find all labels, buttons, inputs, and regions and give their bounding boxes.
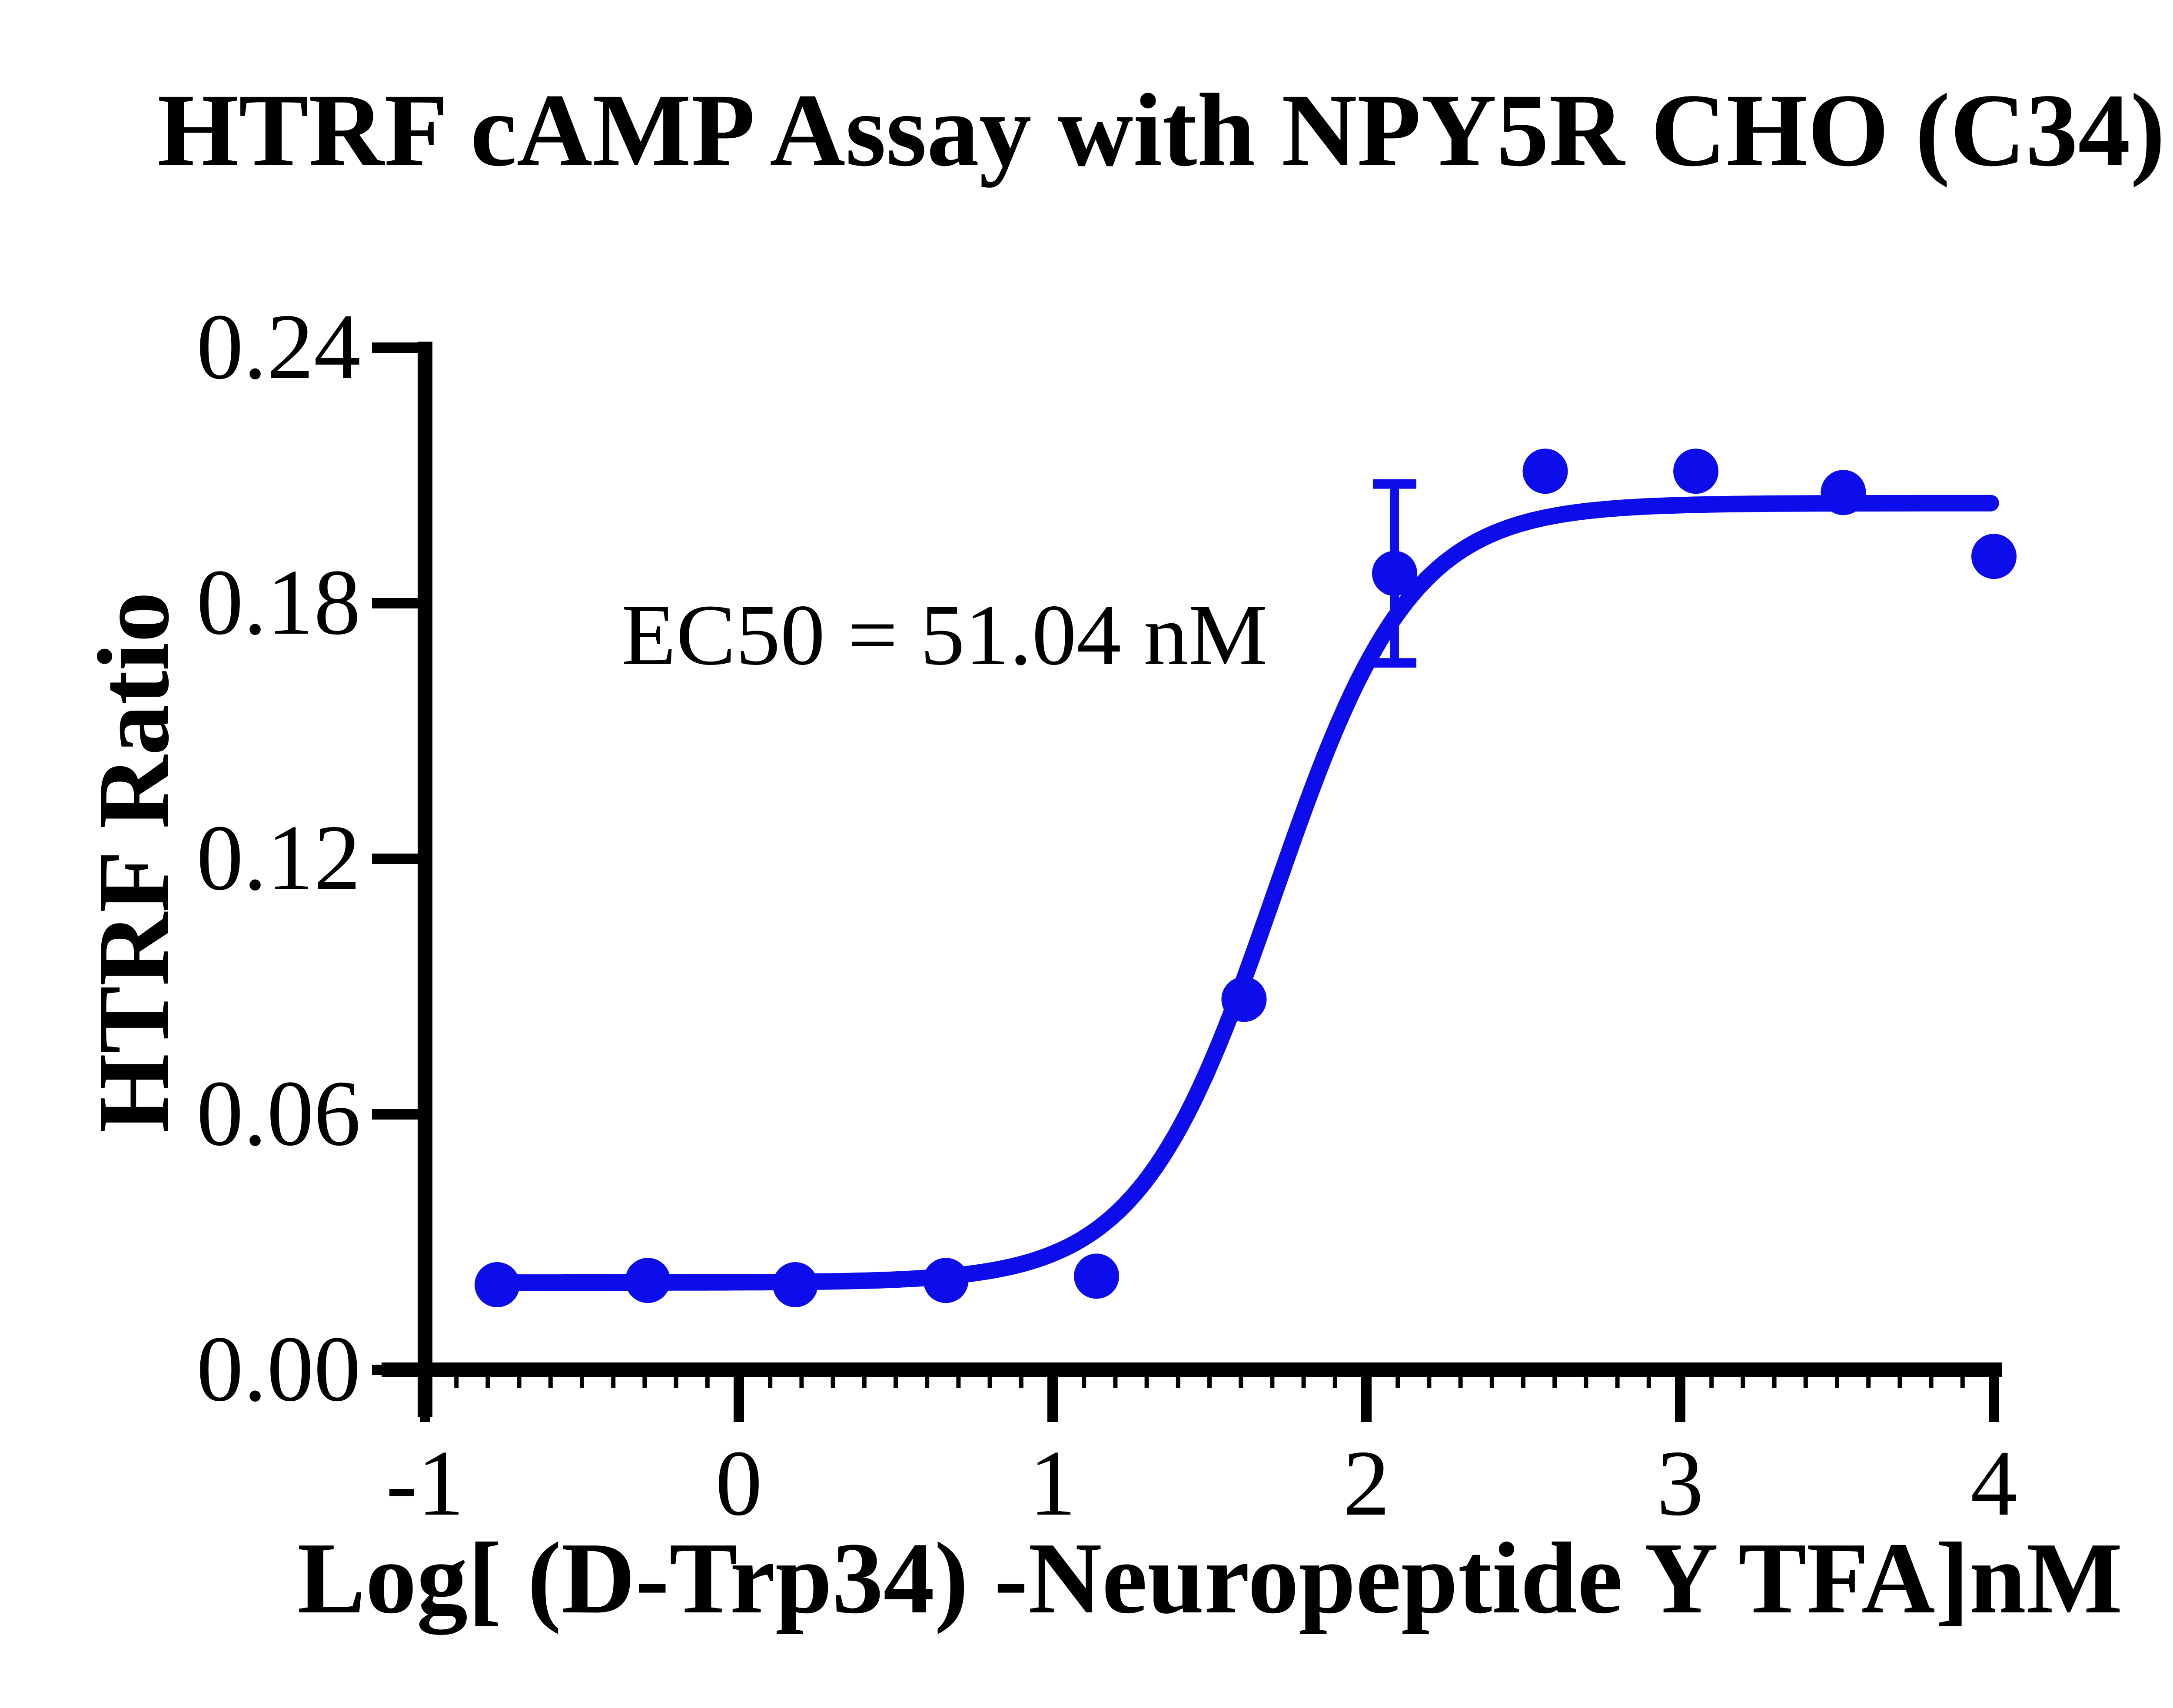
data-point bbox=[1821, 470, 1866, 515]
y-tick-label: 0.12 bbox=[196, 806, 361, 910]
x-axis-title: Log[ (D-Trp34) -Neuropeptide Y TFA]nM bbox=[297, 1522, 2123, 1635]
data-point bbox=[1074, 1253, 1120, 1299]
data-point bbox=[772, 1262, 818, 1307]
data-point bbox=[1522, 449, 1568, 494]
data-point bbox=[923, 1258, 969, 1303]
data-point bbox=[625, 1258, 671, 1303]
data-point bbox=[1372, 551, 1417, 596]
x-axis-line bbox=[382, 1362, 2002, 1377]
y-tick-label: 0.18 bbox=[196, 550, 361, 654]
data-point bbox=[475, 1262, 520, 1307]
ec50-annotation: EC50 = 51.04 nM bbox=[621, 587, 1268, 683]
data-point bbox=[1971, 534, 2017, 579]
y-tick-label: 0.24 bbox=[196, 295, 361, 399]
y-axis-title: HTRF Ratio bbox=[77, 592, 190, 1133]
x-tick-label: 1 bbox=[1029, 1431, 1076, 1535]
x-tick-label: 0 bbox=[715, 1431, 762, 1535]
y-axis-spine bbox=[418, 342, 432, 1417]
x-tick-label: 2 bbox=[1343, 1431, 1390, 1535]
chart-title: HTRF cAMP Assay with NPY5R CHO (C34) bbox=[157, 72, 2165, 188]
x-tick-label: 4 bbox=[1970, 1431, 2017, 1535]
y-tick-label: 0.00 bbox=[196, 1317, 361, 1421]
data-point bbox=[1221, 977, 1267, 1022]
data-series bbox=[475, 449, 2017, 1307]
y-tick-label: 0.06 bbox=[196, 1061, 361, 1165]
x-tick-label: 3 bbox=[1657, 1431, 1704, 1535]
data-point bbox=[1673, 449, 1719, 494]
x-tick-label: -1 bbox=[386, 1431, 464, 1535]
axes: 0.00 0.06 0.12 0.18 0.24 -1 0 1 2 3 4 bbox=[196, 295, 2017, 1535]
